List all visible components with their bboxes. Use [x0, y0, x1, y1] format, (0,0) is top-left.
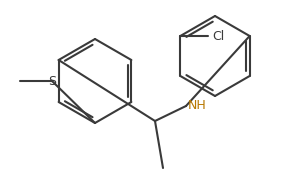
- Text: NH: NH: [188, 99, 207, 111]
- Text: Cl: Cl: [212, 30, 224, 42]
- Text: S: S: [48, 75, 56, 87]
